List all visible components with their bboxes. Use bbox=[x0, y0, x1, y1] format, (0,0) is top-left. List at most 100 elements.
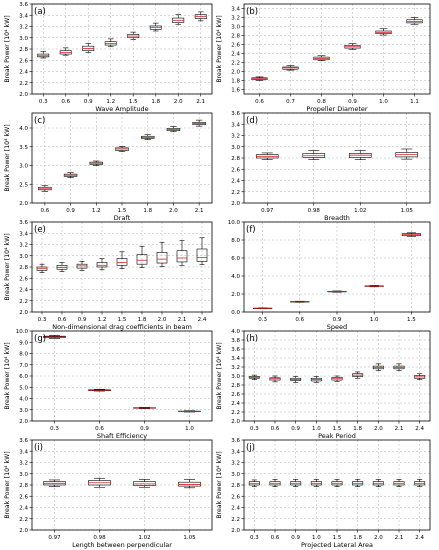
y-tick-label: 2.8 bbox=[231, 383, 240, 389]
x-axis-label: Length between perpendicular bbox=[72, 541, 172, 549]
x-axis-label: Non-dimensional drag coefficients in bea… bbox=[52, 323, 192, 331]
y-tick-label: 2.6 bbox=[231, 392, 240, 398]
box-2.1 bbox=[393, 363, 405, 371]
x-axis-label: Speed bbox=[327, 323, 347, 331]
x-tick-label: 2.1 bbox=[195, 208, 204, 214]
box-0.9 bbox=[290, 479, 302, 487]
x-tick-label: 1.02 bbox=[354, 208, 366, 214]
chart-panel: 2.0 2.2 2.4 2.6 2.8 3.0 3.2 3.4 3.6 0.3 0.6 0.9 1.0 1… bbox=[216, 438, 431, 549]
axes-frame bbox=[243, 3, 431, 95]
box-1.5 bbox=[127, 31, 140, 40]
box-0.3 bbox=[248, 374, 260, 380]
x-tick-label: 0.6 bbox=[58, 317, 67, 323]
axes-frame bbox=[31, 221, 213, 313]
y-tick-label: 2.0 bbox=[19, 528, 28, 534]
x-tick-label: 0.6 bbox=[271, 535, 280, 541]
x-tick-label: 0.97 bbox=[261, 208, 274, 214]
y-tick-label: 2.8 bbox=[19, 265, 28, 271]
y-tick-label: 2.0 bbox=[231, 201, 240, 207]
y-tick-label: 2.6 bbox=[231, 43, 240, 49]
x-tick-label: 2.4 bbox=[415, 535, 424, 541]
y-tick-label: 3.4 bbox=[19, 449, 28, 455]
y-tick-label: 2.4 bbox=[231, 52, 240, 58]
box-0.8 bbox=[313, 55, 330, 62]
x-tick-label: 1.02 bbox=[138, 535, 150, 541]
box-1.0 bbox=[375, 28, 392, 36]
box-2.4 bbox=[414, 373, 426, 380]
y-tick-label: 3.2 bbox=[19, 243, 28, 249]
box-0.6 bbox=[269, 479, 281, 487]
y-tick-label: 2.6 bbox=[19, 276, 28, 282]
y-axis-label: Break Power [10⁴ kW] bbox=[216, 451, 223, 518]
x-tick-label: 0.6 bbox=[61, 99, 70, 105]
box-2.1 bbox=[192, 119, 206, 127]
y-tick-label: 2.2 bbox=[231, 517, 240, 523]
box-1.2 bbox=[89, 160, 104, 166]
box-0.3 bbox=[248, 479, 260, 487]
x-tick-label: 2.1 bbox=[395, 535, 404, 541]
y-tick-label: 2.5 bbox=[19, 182, 28, 188]
x-tick-label: 0.3 bbox=[258, 317, 267, 323]
y-tick-label: 3.8 bbox=[231, 338, 240, 344]
box-0.9 bbox=[290, 376, 302, 383]
y-tick-label: 3.6 bbox=[231, 347, 240, 353]
x-tick-label: 2.1 bbox=[196, 99, 205, 105]
chart-panel: 2.0 2.2 2.4 2.6 2.8 3.0 3.2 3.4 3.6 0.97 0.98 1.02 1… bbox=[4, 438, 213, 549]
y-tick-label: 3.0 bbox=[19, 254, 28, 260]
box-0.3 bbox=[36, 263, 48, 273]
box-1.5 bbox=[331, 375, 343, 382]
x-tick-label: 0.6 bbox=[95, 426, 104, 432]
y-tick-label: 5.0 bbox=[19, 385, 28, 391]
box-1.2 bbox=[96, 258, 108, 271]
box-0.9 bbox=[63, 172, 78, 178]
box-2.0 bbox=[166, 126, 181, 133]
y-tick-label: 3.4 bbox=[231, 122, 240, 128]
y-axis-label: Break Power [10⁴ kW] bbox=[4, 124, 11, 191]
panel-label: (c) bbox=[34, 116, 45, 126]
box-2.0 bbox=[372, 363, 384, 371]
y-tick-label: 7.0 bbox=[19, 363, 28, 369]
y-tick-label: 3.6 bbox=[19, 2, 28, 8]
y-tick-label: 2.6 bbox=[231, 167, 240, 173]
x-tick-label: 1.1 bbox=[410, 99, 419, 105]
box-2.0 bbox=[372, 479, 384, 487]
y-tick-label: 3.2 bbox=[231, 16, 240, 22]
y-tick-label: 2.4 bbox=[231, 401, 240, 407]
x-tick-label: 2.1 bbox=[395, 426, 404, 432]
panel-label: (e) bbox=[34, 225, 46, 235]
x-tick-label: 1.05 bbox=[401, 208, 414, 214]
y-tick-label: 2.0 bbox=[231, 419, 240, 425]
x-axis-label: Shaft Efficiency bbox=[97, 432, 147, 440]
y-tick-label: 9.0 bbox=[19, 340, 28, 346]
y-tick-label: 2.8 bbox=[231, 156, 240, 162]
axes-frame bbox=[31, 112, 213, 204]
box-0.6 bbox=[251, 76, 268, 81]
y-tick-label: 2.6 bbox=[231, 494, 240, 500]
box-2.1 bbox=[393, 479, 405, 487]
x-tick-label: 0.3 bbox=[50, 426, 59, 432]
x-tick-label: 1.5 bbox=[407, 317, 416, 323]
box-0.6 bbox=[59, 47, 72, 56]
y-tick-label: 2.0 bbox=[19, 419, 28, 425]
x-tick-label: 1.8 bbox=[138, 317, 147, 323]
box-1.5 bbox=[116, 251, 128, 269]
x-tick-label: 1.0 bbox=[185, 426, 194, 432]
y-tick-label: 3.2 bbox=[19, 25, 28, 31]
y-tick-label: 4.0 bbox=[231, 329, 240, 335]
x-axis-label: Projected Lateral Area bbox=[301, 541, 373, 549]
y-axis-label: Break Power [10⁴ kW] bbox=[4, 451, 11, 518]
x-tick-label: 0.98 bbox=[308, 208, 321, 214]
box-0.3 bbox=[253, 307, 273, 310]
y-tick-label: 3.2 bbox=[19, 461, 28, 467]
box-0.6 bbox=[269, 375, 281, 383]
x-tick-label: 0.9 bbox=[291, 535, 300, 541]
y-tick-label: 2.4 bbox=[19, 288, 28, 294]
x-tick-label: 0.3 bbox=[39, 99, 48, 105]
box-0.6 bbox=[290, 300, 310, 303]
y-tick-label: 2.0 bbox=[19, 92, 28, 98]
box-1.2 bbox=[104, 38, 117, 48]
y-tick-label: 2.6 bbox=[19, 58, 28, 64]
x-tick-label: 0.6 bbox=[40, 208, 49, 214]
y-tick-label: 3.0 bbox=[231, 472, 240, 478]
box-1.8 bbox=[352, 479, 364, 487]
